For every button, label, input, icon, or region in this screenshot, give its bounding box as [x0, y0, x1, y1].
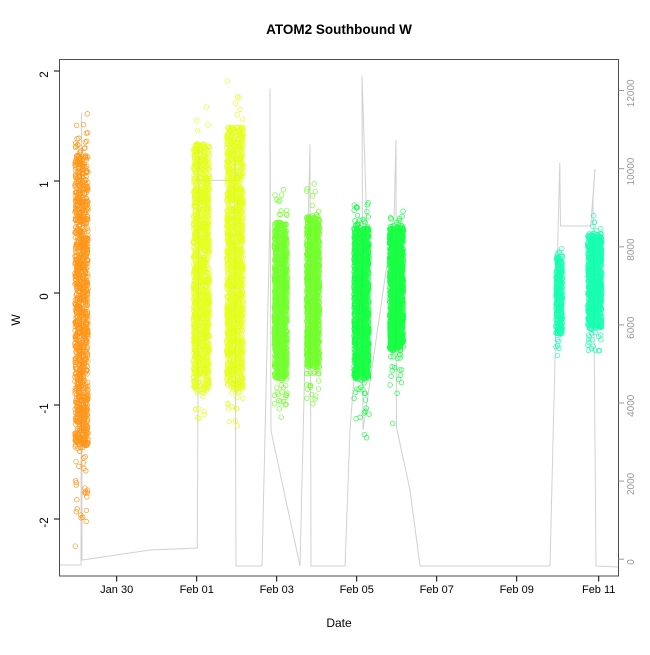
svg-text:ATOM2 Southbound W: ATOM2 Southbound W	[266, 22, 412, 37]
